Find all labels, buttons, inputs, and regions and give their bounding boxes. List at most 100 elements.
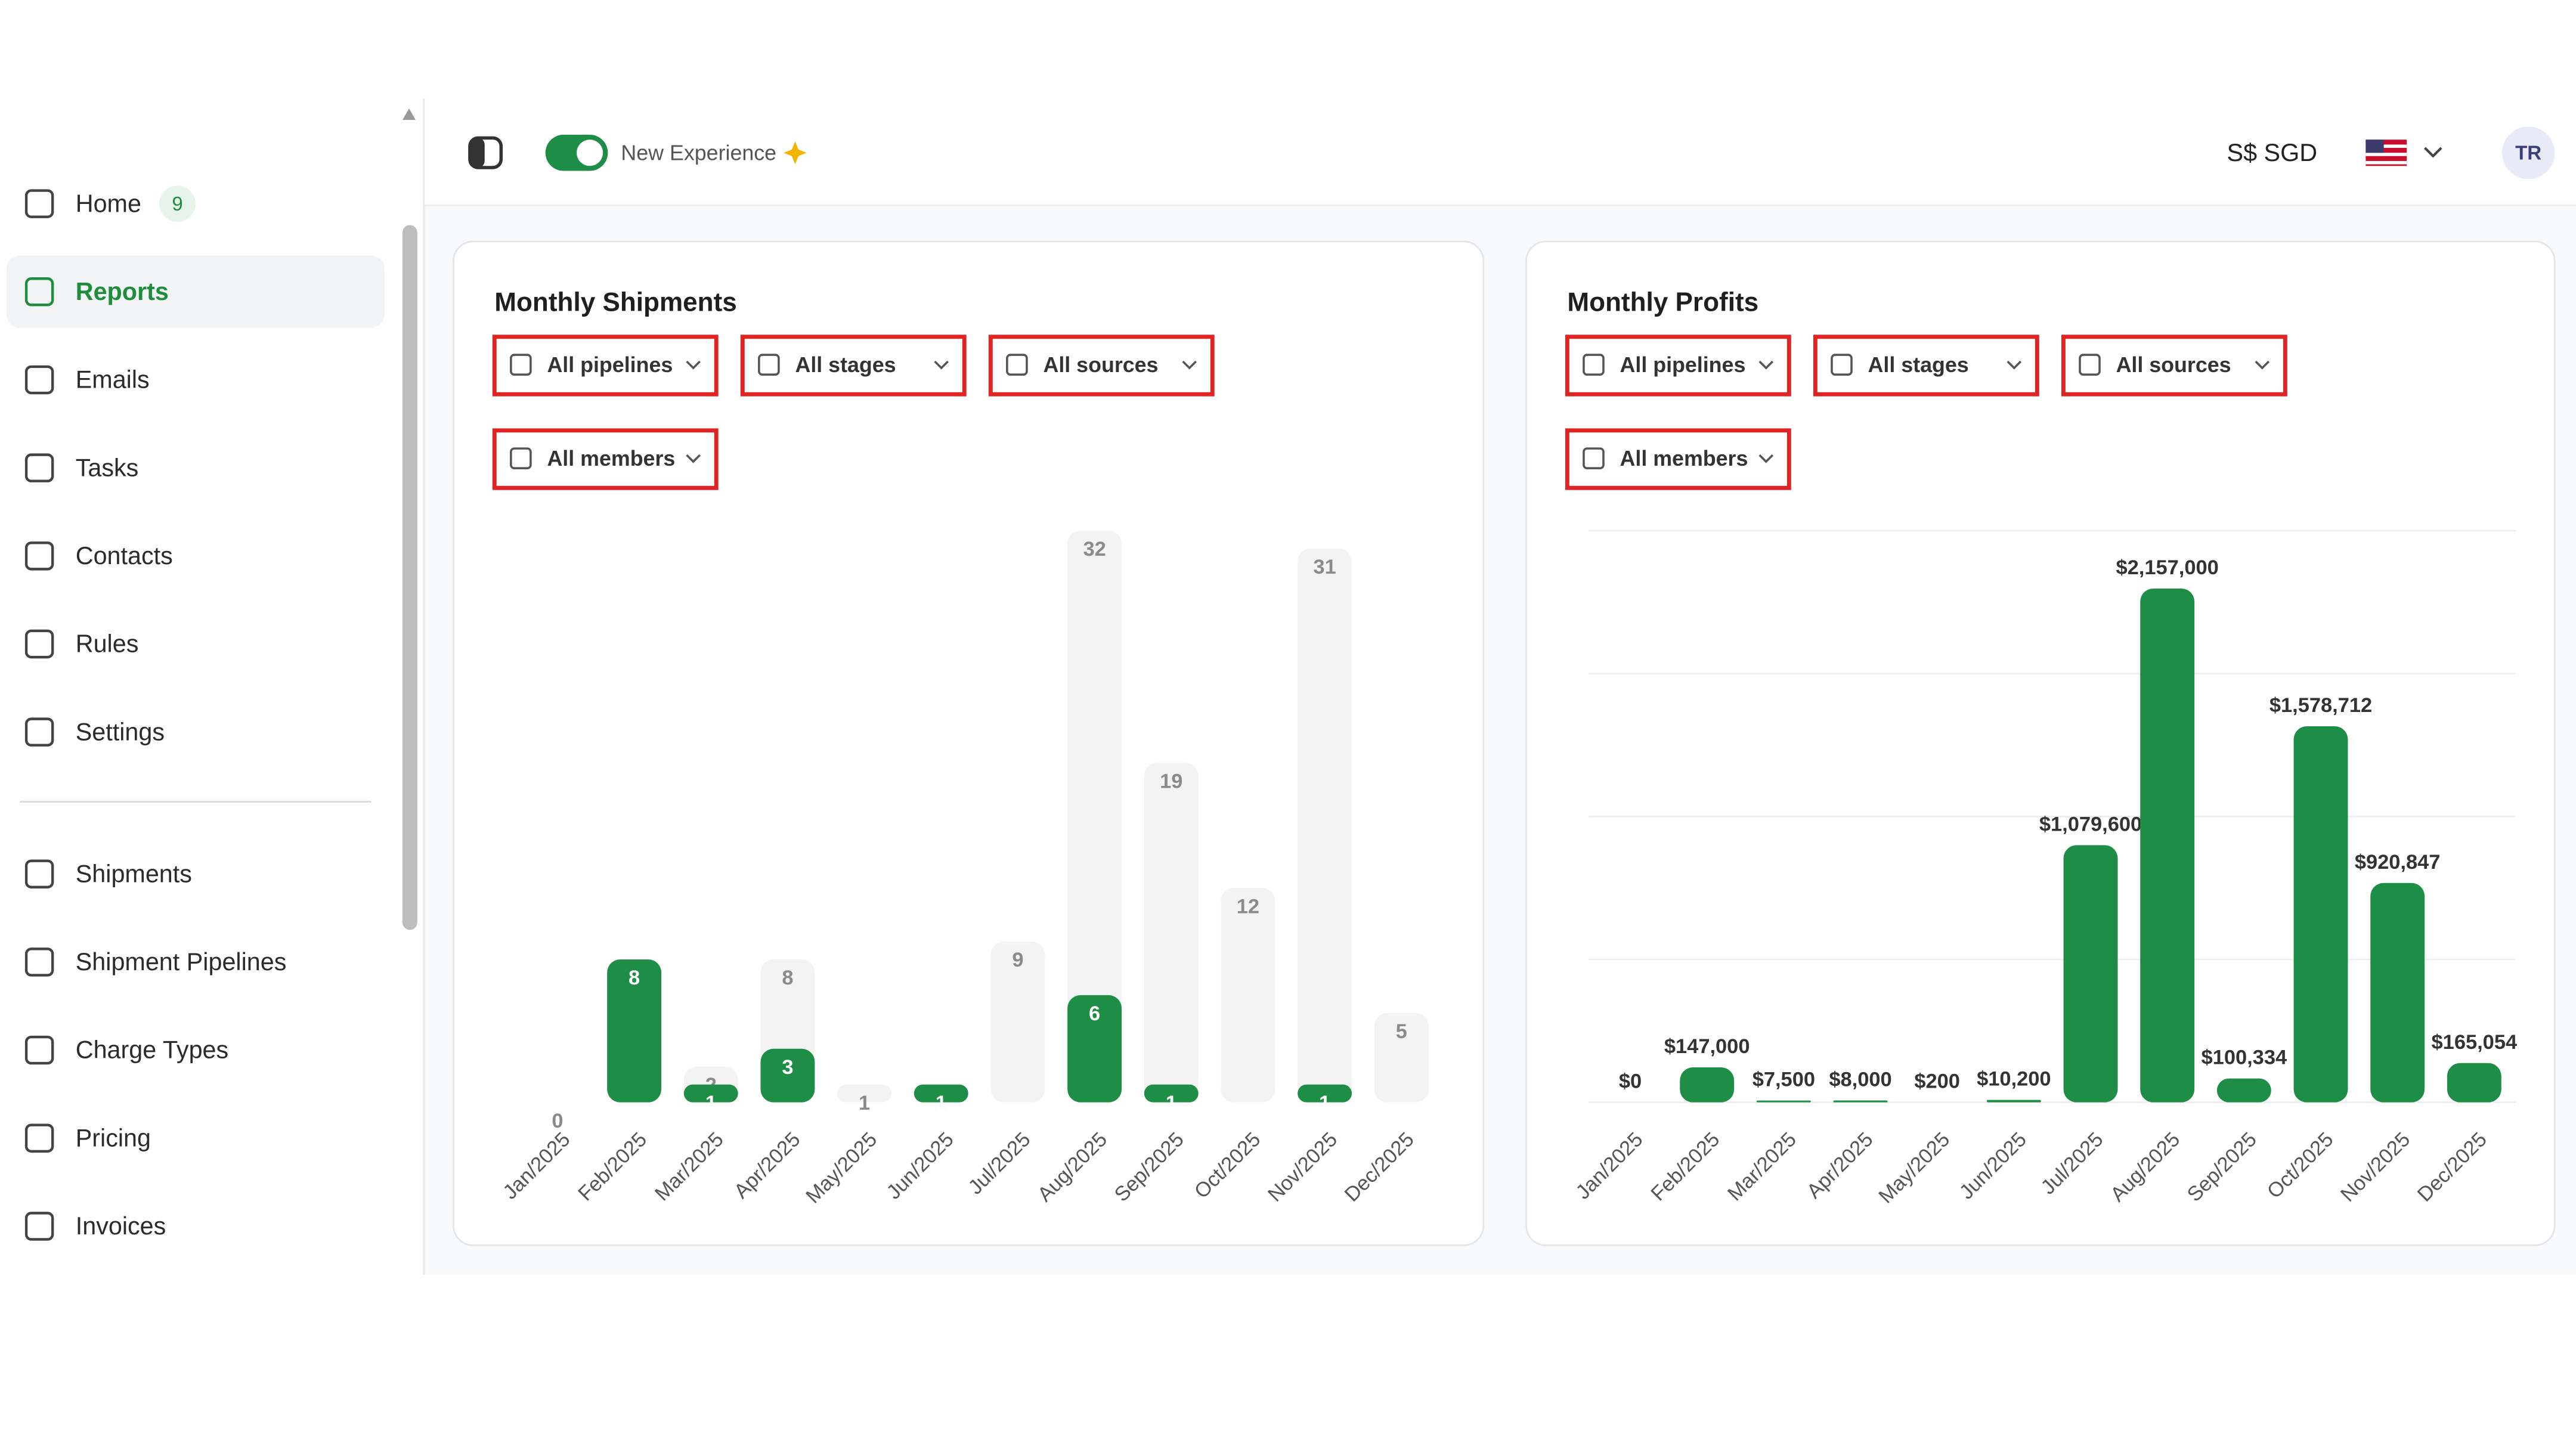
nav-label[interactable]: Home xyxy=(76,190,141,217)
nav-icon xyxy=(24,365,54,395)
data-label: 19 xyxy=(1160,770,1182,793)
badge-count: 9 xyxy=(172,193,182,215)
bar xyxy=(1144,763,1199,1103)
nav-icon xyxy=(24,1212,54,1241)
bar xyxy=(2140,588,2195,1103)
nav-label[interactable]: Shipment Pipelines xyxy=(76,948,287,976)
scrollbar[interactable] xyxy=(402,225,417,930)
bar xyxy=(1221,888,1275,1103)
currency[interactable]: S$ SGD xyxy=(2227,139,2318,166)
filter-label: All sources xyxy=(2116,353,2231,377)
bar xyxy=(2370,883,2425,1103)
data-label: $1,578,712 xyxy=(2270,694,2372,717)
filter-chevron xyxy=(1758,454,1774,463)
nav-active xyxy=(7,255,385,328)
chart-title: Monthly Profits xyxy=(1567,287,1758,317)
nav-label[interactable]: Emails xyxy=(76,366,150,394)
data-label: 3 xyxy=(782,1056,793,1079)
nav-label[interactable]: Rules xyxy=(76,630,139,658)
flag-stripe xyxy=(2366,144,2407,148)
data-label: $920,847 xyxy=(2355,851,2441,874)
filter-label: All pipelines xyxy=(1620,353,1746,377)
data-label: 31 xyxy=(1313,556,1336,578)
bar xyxy=(1067,995,1122,1103)
filter-label: All stages xyxy=(1868,353,1969,377)
filter-chevron xyxy=(686,454,701,463)
data-label: $0 xyxy=(1619,1070,1642,1093)
data-label: $8,000 xyxy=(1829,1069,1891,1091)
nav-icon xyxy=(24,1035,54,1065)
filter-icon xyxy=(758,354,780,376)
bar xyxy=(1833,1100,1888,1103)
data-label: $100,334 xyxy=(2202,1046,2287,1069)
data-label: 8 xyxy=(628,967,640,989)
filter-icon xyxy=(510,447,532,469)
nav-icon xyxy=(24,717,54,747)
bar xyxy=(1756,1100,1811,1103)
switch-knob xyxy=(577,140,603,166)
bar xyxy=(683,1084,738,1103)
data-label: 1 xyxy=(1166,1092,1177,1114)
nav-label[interactable]: Contacts xyxy=(76,542,173,569)
data-label: 8 xyxy=(782,967,793,989)
nav-icon xyxy=(24,541,54,571)
bar xyxy=(2293,726,2348,1103)
bar xyxy=(1680,1067,1735,1103)
nav-icon xyxy=(24,277,54,306)
filter-icon xyxy=(1583,354,1605,376)
data-label: 12 xyxy=(1237,895,1259,918)
flag-stripe xyxy=(2366,161,2407,165)
data-label: $10,200 xyxy=(1977,1068,2051,1091)
filter-icon xyxy=(1831,354,1853,376)
data-label: 1 xyxy=(1319,1092,1330,1114)
data-label: 0 xyxy=(552,1110,563,1132)
nav-label[interactable]: Settings xyxy=(76,718,165,745)
filter-label: All pipelines xyxy=(547,353,673,377)
nav-icon xyxy=(24,453,54,482)
nav-icon xyxy=(24,859,54,888)
data-label: $147,000 xyxy=(1664,1035,1750,1058)
nav-label[interactable]: Tasks xyxy=(76,454,139,481)
bar xyxy=(1374,1013,1429,1103)
bar xyxy=(1144,1084,1199,1103)
toggle-label: New Experience xyxy=(621,141,776,165)
bar xyxy=(760,1048,815,1103)
bar xyxy=(837,1084,892,1103)
bar xyxy=(1986,1100,2041,1103)
data-label: $7,500 xyxy=(1753,1069,1815,1091)
filter-label: All members xyxy=(547,447,675,470)
bar xyxy=(1067,530,1122,1103)
data-label: $200 xyxy=(1914,1070,1960,1093)
filter-chevron xyxy=(2007,360,2022,370)
filter-button[interactable] xyxy=(1813,335,2039,397)
bar xyxy=(2447,1063,2501,1103)
filter-button[interactable] xyxy=(740,335,967,397)
bar xyxy=(1298,1084,1352,1103)
sidebar-toggle-fill xyxy=(469,138,485,168)
nav-label[interactable]: Charge Types xyxy=(76,1036,228,1064)
nav-icon xyxy=(24,948,54,977)
filter-chevron xyxy=(934,360,949,370)
data-label: 32 xyxy=(1083,538,1106,561)
flag-canton xyxy=(2366,140,2384,153)
flag[interactable] xyxy=(2366,140,2407,166)
data-label: 9 xyxy=(1012,949,1023,971)
data-label: $1,079,600 xyxy=(2039,813,2142,835)
sparkle xyxy=(784,141,807,165)
filter-label: All sources xyxy=(1043,353,1158,377)
filter-chevron xyxy=(1182,360,1197,370)
bar xyxy=(914,1084,968,1103)
nav-label[interactable]: Invoices xyxy=(76,1212,166,1240)
nav-label[interactable]: Pricing xyxy=(76,1124,151,1151)
nav-label[interactable]: Reports xyxy=(76,278,169,305)
filter-label: All stages xyxy=(795,353,896,377)
avatar[interactable] xyxy=(2502,126,2555,179)
bar xyxy=(1298,548,1352,1103)
data-label: 5 xyxy=(1396,1020,1407,1043)
nav-icon xyxy=(24,629,54,659)
nav-label[interactable]: Shipments xyxy=(76,860,192,887)
scroll-up[interactable] xyxy=(402,108,416,120)
filter-icon xyxy=(1583,447,1605,469)
